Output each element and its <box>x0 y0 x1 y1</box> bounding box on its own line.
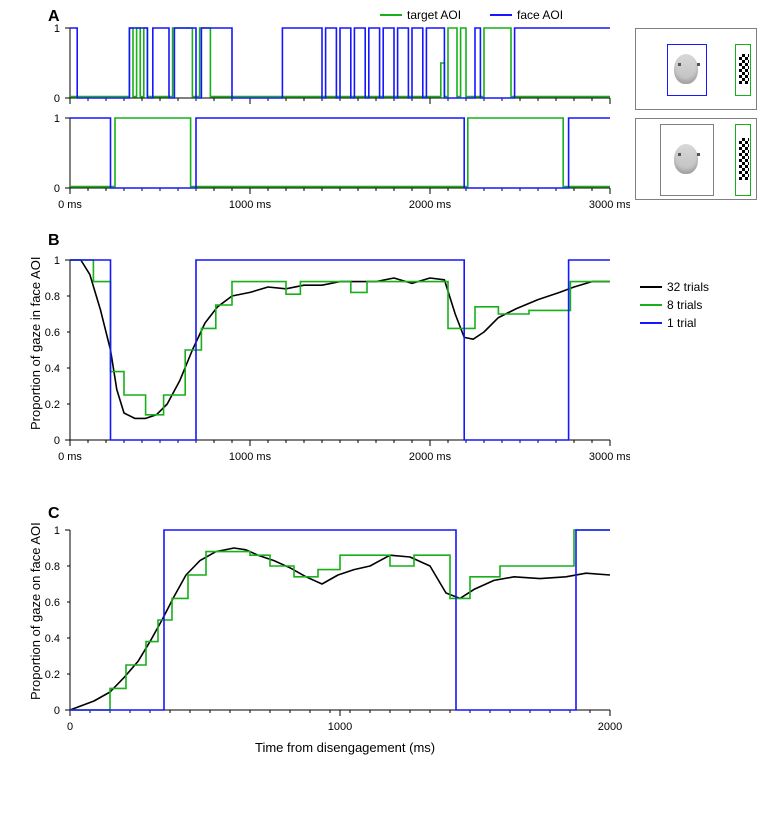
svg-text:1: 1 <box>54 113 60 125</box>
thumbnail-a1 <box>635 28 757 110</box>
legend-label: face AOI <box>517 8 563 22</box>
legend-8: 8 trials <box>640 298 702 312</box>
legend-a-target: target AOI <box>380 8 461 22</box>
svg-text:2000 ms: 2000 ms <box>409 451 452 463</box>
legend-swatch-green <box>380 14 402 16</box>
chart-c: 0 1 0.2 0.4 0.6 0.8 0 1000 2000 <box>30 525 630 745</box>
face-icon <box>674 144 698 174</box>
svg-text:0: 0 <box>54 93 60 105</box>
svg-text:0: 0 <box>54 183 60 195</box>
chart-b: 0 1 0.2 0.4 0.6 0.8 0 ms 1000 ms 2000 ms 3000 ms <box>30 255 630 475</box>
figure: A B C target AOI face AOI 32 trials 8 tr… <box>0 0 782 814</box>
face-eyes-icon <box>678 153 700 156</box>
svg-text:1000 ms: 1000 ms <box>229 199 272 211</box>
svg-text:0: 0 <box>54 435 60 447</box>
svg-text:0.6: 0.6 <box>45 597 60 609</box>
svg-text:0.6: 0.6 <box>45 327 60 339</box>
legend-label: target AOI <box>407 8 461 22</box>
svg-text:0 ms: 0 ms <box>58 451 82 463</box>
legend-label: 8 trials <box>667 298 702 312</box>
svg-text:0.4: 0.4 <box>45 363 60 375</box>
panel-label-b: B <box>48 232 60 250</box>
legend-swatch-blue <box>490 14 512 16</box>
svg-text:0.4: 0.4 <box>45 633 60 645</box>
legend-label: 32 trials <box>667 280 709 294</box>
checkerboard-icon <box>739 54 749 84</box>
svg-text:1000: 1000 <box>328 721 352 733</box>
svg-text:0.2: 0.2 <box>45 399 60 411</box>
checkerboard-icon <box>739 138 749 180</box>
face-icon <box>674 54 698 84</box>
svg-text:1000 ms: 1000 ms <box>229 451 272 463</box>
svg-text:3000 ms: 3000 ms <box>589 451 630 463</box>
svg-text:1: 1 <box>54 23 60 35</box>
legend-swatch-blue <box>640 322 662 324</box>
svg-text:0: 0 <box>54 705 60 717</box>
chart-a2: 0 1 0 ms 1000 ms 2000 ms 3000 ms <box>30 113 630 223</box>
legend-32: 32 trials <box>640 280 709 294</box>
svg-text:0.2: 0.2 <box>45 669 60 681</box>
thumbnail-a2 <box>635 118 757 200</box>
legend-label: 1 trial <box>667 316 696 330</box>
svg-text:2000: 2000 <box>598 721 622 733</box>
svg-text:0.8: 0.8 <box>45 291 60 303</box>
legend-swatch-green <box>640 304 662 306</box>
panel-label-c: C <box>48 505 60 523</box>
legend-1: 1 trial <box>640 316 696 330</box>
svg-text:0.8: 0.8 <box>45 561 60 573</box>
svg-text:0: 0 <box>67 721 73 733</box>
svg-text:1: 1 <box>54 525 60 537</box>
svg-text:3000 ms: 3000 ms <box>589 199 630 211</box>
legend-swatch-black <box>640 286 662 288</box>
svg-text:0 ms: 0 ms <box>58 199 82 211</box>
face-eyes-icon <box>678 63 700 66</box>
legend-a-face: face AOI <box>490 8 563 22</box>
svg-text:2000 ms: 2000 ms <box>409 199 452 211</box>
svg-text:1: 1 <box>54 255 60 267</box>
